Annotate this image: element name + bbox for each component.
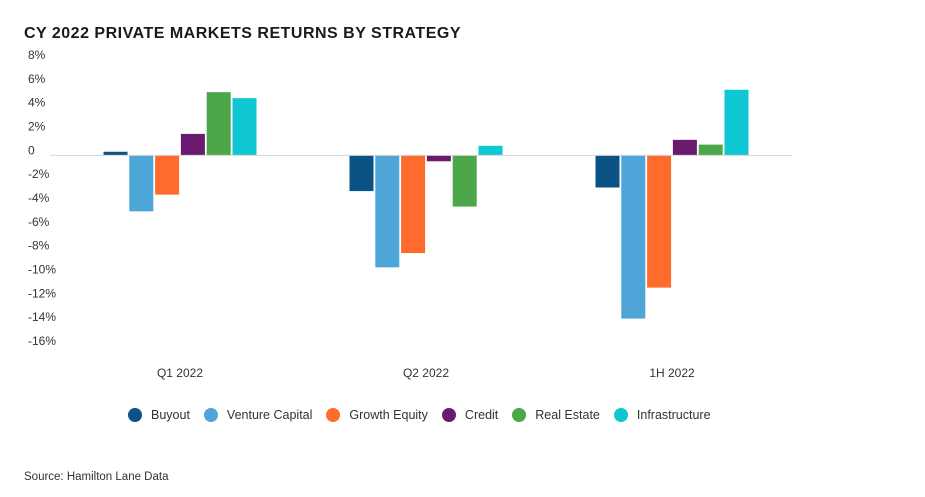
bar (452, 155, 477, 207)
bar (375, 155, 400, 268)
y-tick-label: -4% (28, 191, 50, 205)
legend-item: Buyout (128, 408, 190, 422)
bar-chart: 8% 6% 4% 2% 0 -2% -4% -6% -8% -10% -12% -14% -16% Q1 … (28, 48, 792, 380)
legend-item: Real Estate (512, 408, 600, 422)
legend-label: Venture Capital (226, 408, 313, 422)
bar (724, 89, 749, 156)
chart-title: CY 2022 PRIVATE MARKETS RETURNS BY STRAT… (24, 25, 461, 42)
legend-swatch (128, 408, 142, 422)
chart-legend: Buyout Venture Capital Growth Equity Credit… (128, 408, 725, 422)
y-tick-label: 6% (28, 72, 46, 86)
legend-swatch (326, 408, 341, 422)
y-tick-label: -6% (28, 215, 50, 229)
source-note: Source: Hamilton Lane Data (24, 471, 169, 483)
bar (180, 133, 205, 156)
y-tick-label: 2% (28, 120, 46, 134)
y-tick-label: -10% (28, 263, 56, 277)
y-tick-label: -8% (28, 239, 50, 253)
bar (349, 155, 374, 192)
y-tick-label: 4% (28, 96, 46, 110)
bar (621, 155, 646, 319)
bar (103, 151, 128, 156)
legend-label: Growth Equity (349, 408, 428, 422)
y-tick-label: 0 (28, 143, 35, 157)
legend-label: Buyout (151, 408, 190, 422)
bar (647, 155, 672, 288)
bar (426, 155, 451, 162)
legend-swatch (613, 408, 628, 422)
legend-label: Real Estate (535, 408, 600, 422)
legend-item: Credit (441, 408, 499, 422)
bar (206, 92, 231, 156)
y-tick-label: -2% (28, 167, 50, 181)
legend-item: Growth Equity (326, 408, 428, 422)
x-category-label: 1H 2022 (649, 366, 695, 380)
x-category-label: Q2 2022 (403, 366, 449, 380)
legend-swatch (203, 408, 218, 422)
bar (672, 139, 697, 156)
y-tick-label: 8% (28, 48, 46, 62)
legend-label: Infrastructure (636, 408, 711, 422)
x-category-label: Q1 2022 (157, 366, 203, 380)
y-tick-label: -12% (28, 286, 56, 300)
bar (129, 155, 154, 212)
y-tick-label: -16% (28, 334, 56, 348)
legend-swatch (441, 408, 456, 422)
bar (401, 155, 426, 254)
bar (698, 144, 723, 156)
y-tick-label: -14% (28, 310, 56, 324)
legend-label: Credit (464, 408, 499, 422)
legend-item: Venture Capital (203, 408, 313, 422)
legend-swatch (512, 408, 527, 422)
bar (232, 98, 257, 156)
bar (155, 155, 180, 195)
bar (595, 155, 620, 188)
bar (478, 145, 503, 156)
legend-item: Infrastructure (613, 408, 711, 422)
